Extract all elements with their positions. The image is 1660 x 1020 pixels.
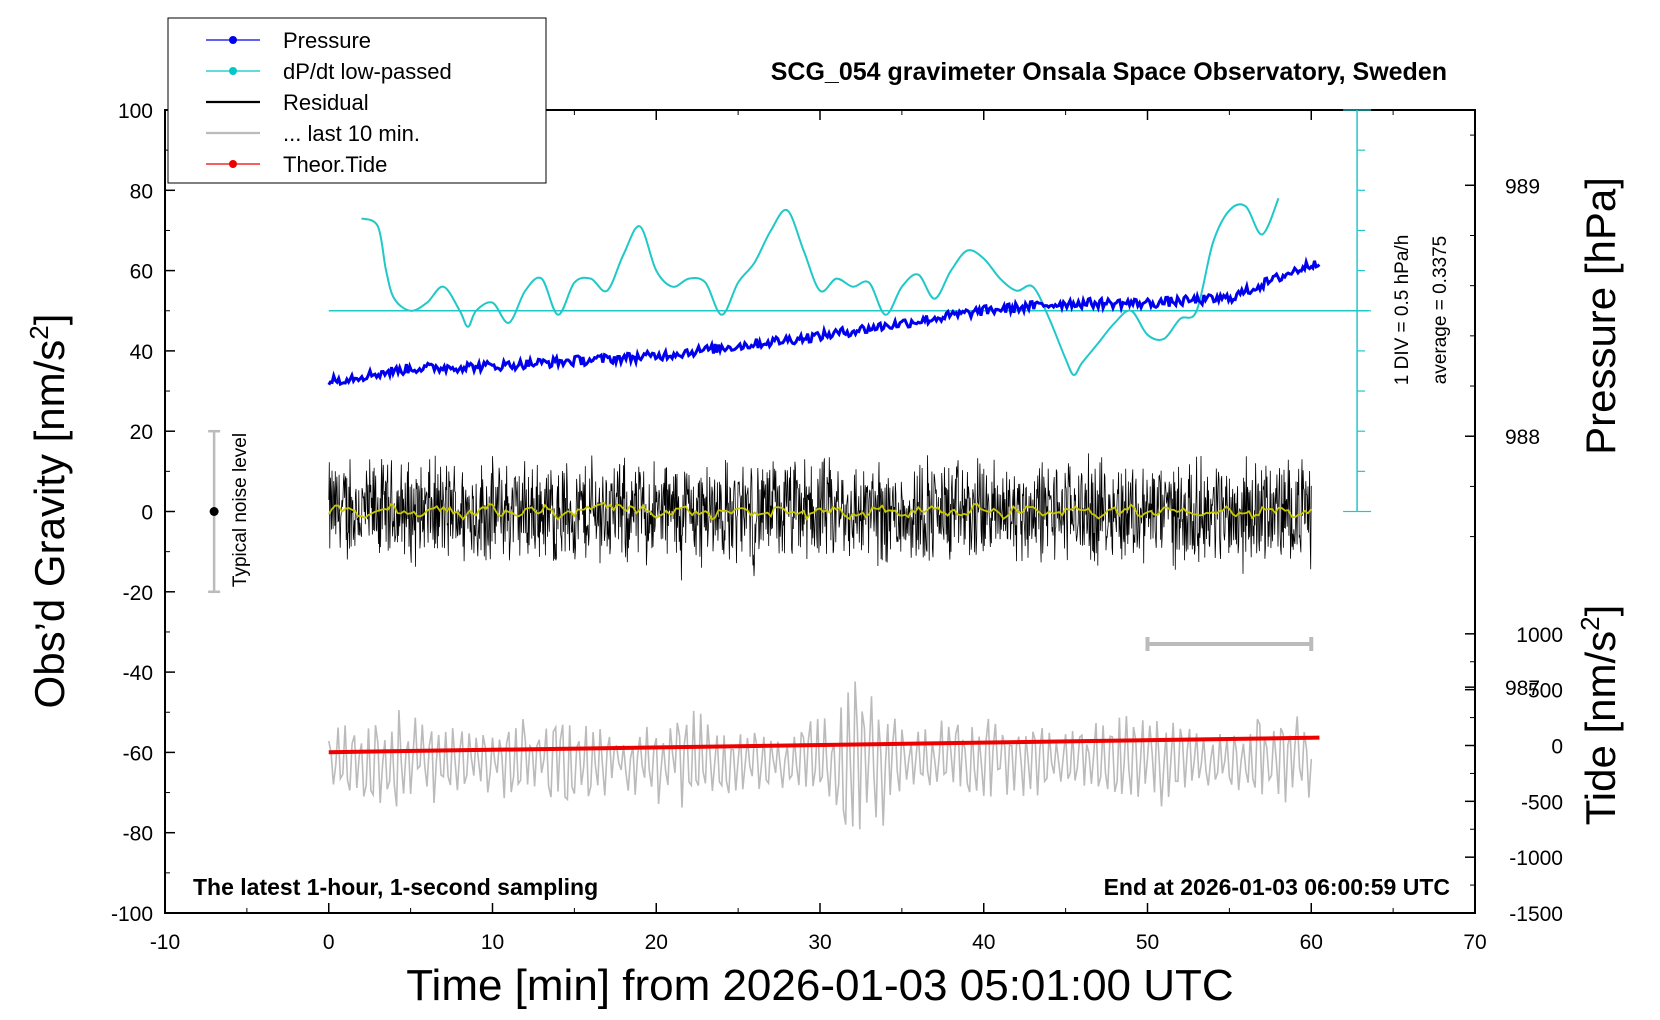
tide-axis: -1500 -1000 -500 0 500 1000: [1465, 624, 1563, 926]
x-tick-label: -10: [150, 931, 180, 954]
series-layer: [208, 197, 1321, 830]
x-tick-label: 20: [645, 931, 668, 954]
tide-tick-label: 0: [1551, 736, 1563, 759]
y-tick-label: 20: [130, 421, 153, 444]
residual-lowpass-line: [328, 501, 1312, 521]
residual-line: [328, 453, 1312, 581]
pressure-tick-label: 988: [1505, 426, 1540, 449]
noise-level-label: Typical noise level: [230, 433, 251, 587]
legend-label: Theor.Tide: [283, 152, 387, 177]
tide-tick-label: -1500: [1509, 903, 1563, 926]
y-tick-label: 80: [130, 180, 153, 203]
x-tick-label: 10: [481, 931, 504, 954]
y-tick-label: 0: [141, 502, 153, 525]
x-tick-label: 0: [323, 931, 335, 954]
y-tick-label: 40: [130, 341, 153, 364]
pressure-axis-label: Pressure [hPa]: [1577, 177, 1624, 455]
dpdt-scale-label: 1 DIV = 0.5 hPa/h: [1392, 235, 1413, 386]
x-tick-label: 50: [1136, 931, 1159, 954]
dpdt-line: [361, 197, 1280, 376]
tide-tick-label: -1000: [1509, 847, 1563, 870]
legend-label: ... last 10 min.: [283, 121, 420, 146]
legend-swatch-marker: [229, 36, 237, 44]
y-tick-label: -100: [111, 903, 153, 926]
chart-title: SCG_054 gravimeter Onsala Space Observat…: [771, 58, 1447, 86]
pressure-tick-label: 987: [1505, 677, 1540, 700]
legend: Pressure dP/dt low-passed Residual ... last…: [167, 17, 547, 184]
y-tick-label: -80: [123, 823, 153, 846]
y-tick-label: -20: [123, 582, 153, 605]
y-tick-label: 60: [130, 261, 153, 284]
x-tick-label: 30: [808, 931, 831, 954]
pressure-tick-label: 989: [1505, 175, 1540, 198]
x-axis-label: Time [min] from 2026-01-03 05:01:00 UTC: [406, 961, 1233, 1010]
dpdt-scale-axis: [328, 109, 1372, 513]
last10-line: [328, 681, 1313, 830]
legend-label: Pressure: [283, 28, 371, 53]
legend-swatch-marker: [229, 160, 237, 168]
x-tick-label: 40: [972, 931, 995, 954]
y-tick-label: 100: [118, 100, 153, 123]
legend-box: [167, 17, 547, 184]
x-tick-label: 70: [1463, 931, 1486, 954]
dpdt-average-label: average = 0.3375: [1430, 236, 1451, 384]
y-axis-label-left: Obs’d Gravity [nm/s2]: [24, 314, 73, 709]
tide-tick-label: -500: [1521, 791, 1563, 814]
y-tick-label: -60: [123, 742, 153, 765]
x-tick-label: 60: [1300, 931, 1323, 954]
tide-tick-label: 1000: [1516, 624, 1563, 647]
pressure-axis: 987 988 989: [1465, 134, 1540, 700]
legend-label: Residual: [283, 90, 369, 115]
y-axis-left: -100 -80 -60 -40 -20 0 20 40 60 80 100: [111, 100, 175, 926]
noise-level-marker: [209, 507, 219, 516]
pressure-line: [327, 256, 1321, 387]
y-tick-label: -40: [123, 662, 153, 685]
x-axis: -10 0 10 20 30 40 50 60 70: [150, 110, 1487, 954]
legend-label: dP/dt low-passed: [283, 59, 452, 84]
legend-swatch-marker: [229, 67, 237, 75]
tide-line: [328, 735, 1320, 755]
note-end-time: End at 2026-01-03 06:00:59 UTC: [1104, 874, 1450, 900]
tide-axis-label: Tide [nm/s2]: [1575, 605, 1624, 826]
tide-tick-label: 500: [1528, 680, 1563, 703]
note-sampling: The latest 1-hour, 1-second sampling: [193, 874, 598, 900]
